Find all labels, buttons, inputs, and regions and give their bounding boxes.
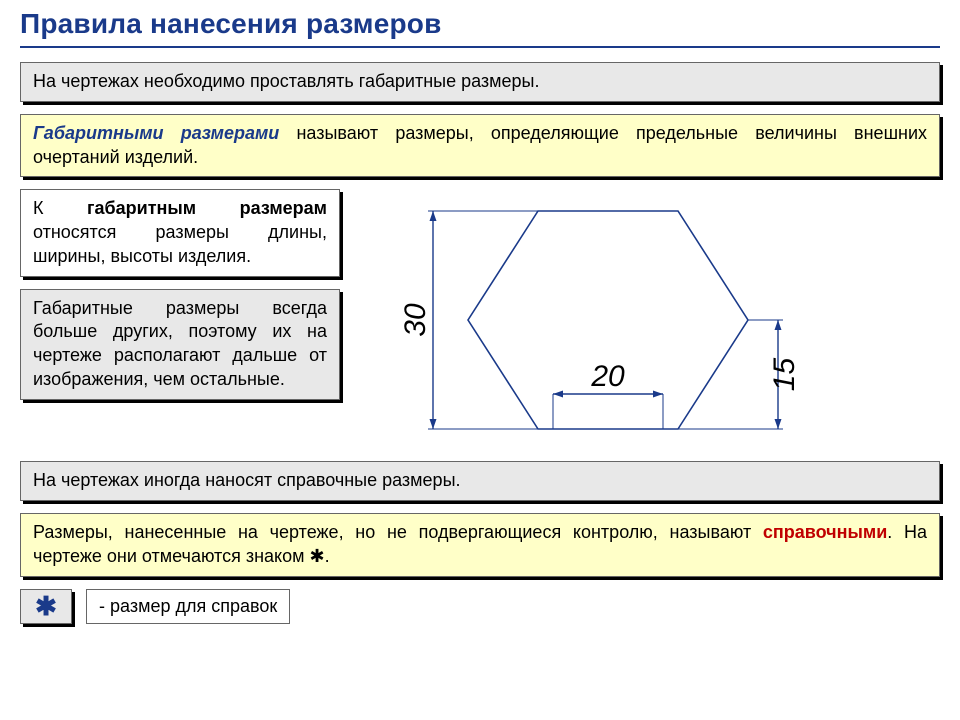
definition-box-1: Габаритными размерами называют размеры, …	[20, 114, 940, 178]
footer-row: ✱ - размер для справок	[20, 589, 940, 624]
note2-text: Габаритные размеры всегда больше других,…	[33, 298, 327, 389]
intro-text-1: На чертежах необходимо проставлять габар…	[33, 71, 540, 91]
star-symbol-box: ✱	[20, 589, 72, 624]
definition-box-2: Размеры, нанесенные на чертеже, но не по…	[20, 513, 940, 577]
footer-text-box: - размер для справок	[86, 589, 290, 624]
note1-rest: относятся размеры длины, ширины, высоты …	[33, 222, 327, 266]
dimension-diagram: 30 20 15	[358, 189, 918, 449]
svg-text:30: 30	[399, 303, 432, 337]
intro-box-2: На чертежах иногда наносят справочные ра…	[20, 461, 940, 501]
star-symbol: ✱	[35, 591, 57, 622]
svg-text:20: 20	[590, 360, 625, 393]
def1-term: Габаритными размерами	[33, 123, 279, 143]
note-box-2: Габаритные размеры всегда больше других,…	[20, 289, 340, 400]
intro-box-1: На чертежах необходимо проставлять габар…	[20, 62, 940, 102]
note1-pre: К	[33, 198, 87, 218]
svg-text:15: 15	[768, 358, 801, 392]
page-title: Правила нанесения размеров	[20, 8, 940, 44]
def2-pre: Размеры, нанесенные на чертеже, но не по…	[33, 522, 763, 542]
def2-term: справочными	[763, 522, 887, 542]
diagram-area: 30 20 15	[358, 189, 940, 449]
footer-text: - размер для справок	[99, 596, 277, 617]
note-box-1: К габаритным размерам относятся размеры …	[20, 189, 340, 276]
intro-text-2: На чертежах иногда наносят справочные ра…	[33, 470, 461, 490]
note1-term: габаритным размерам	[87, 198, 327, 218]
title-rule	[20, 46, 940, 48]
